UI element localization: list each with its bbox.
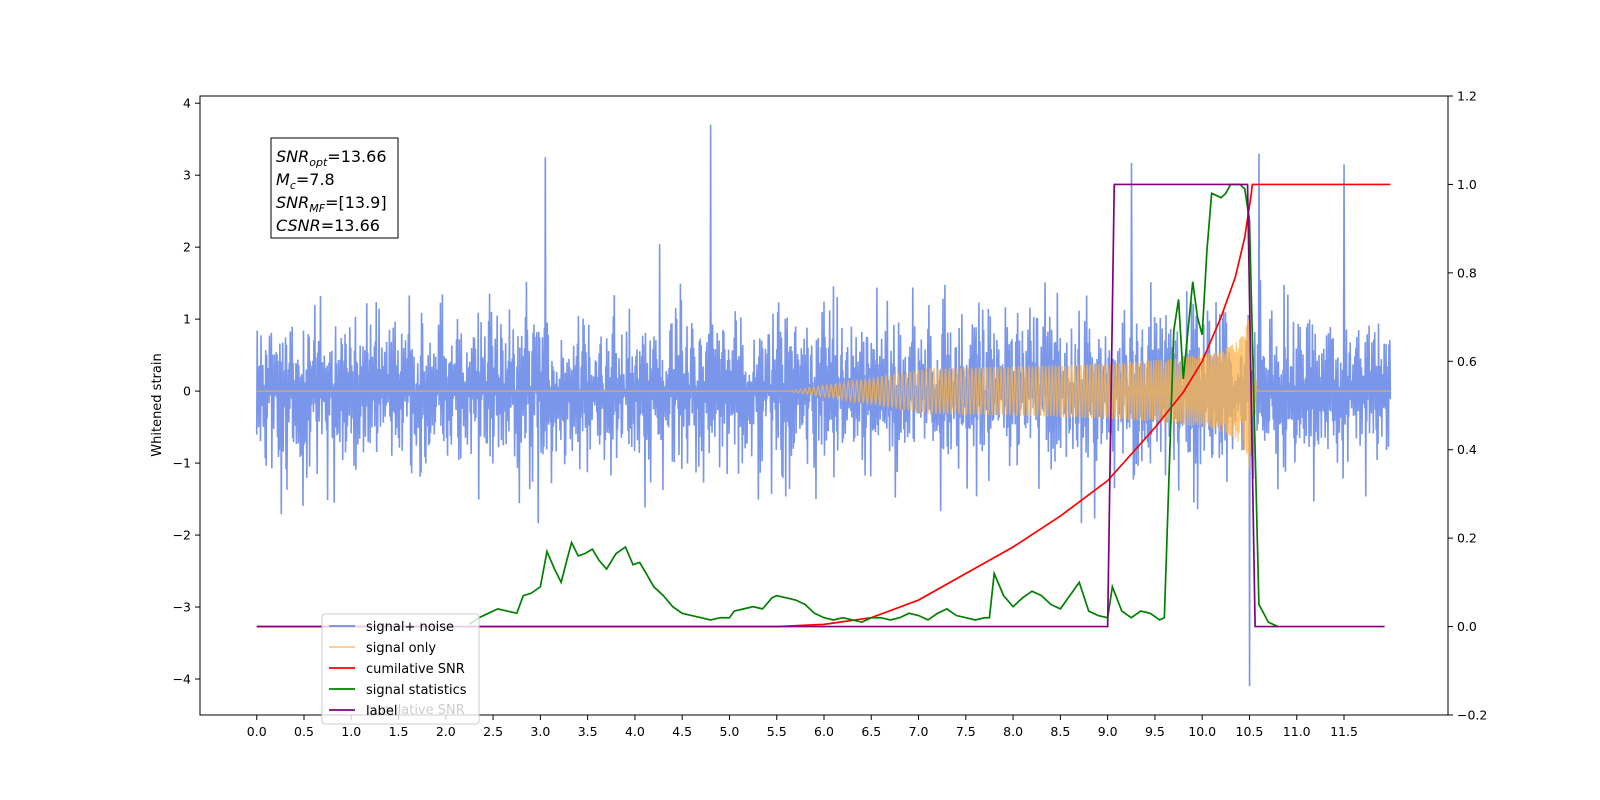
legend-label-signal-statistics: signal statistics xyxy=(366,683,467,698)
x-tick-label: 3.0 xyxy=(530,724,550,739)
legend-label-cumilative-snr: cumilative SNR xyxy=(366,662,465,677)
x-tick-label: 5.5 xyxy=(767,724,787,739)
y-tick-label: −1 xyxy=(173,456,191,471)
x-tick-label: 4.5 xyxy=(672,724,692,739)
x-tick-label: 0.0 xyxy=(247,724,267,739)
legend-label-signal-noise: signal+ noise xyxy=(366,620,454,635)
x-tick-label: 5.0 xyxy=(720,724,740,739)
y2-tick-label: 1.2 xyxy=(1457,89,1477,104)
y-tick-label: 1 xyxy=(183,312,191,327)
series-label-line xyxy=(256,183,1385,628)
y-tick-label: 4 xyxy=(183,96,191,111)
y-tick-label: −4 xyxy=(173,672,191,687)
x-tick-label: 7.5 xyxy=(956,724,976,739)
y-axis-label: Whitened strain xyxy=(150,353,165,456)
plot-data-layer xyxy=(255,124,1392,687)
annotation-line: CSNR=13.66 xyxy=(276,216,380,235)
y-axis-right-ticks: −0.2 0.0 0.2 0.4 0.6 0.8 1.0 1.2 xyxy=(1448,89,1487,723)
x-tick-label: 11.0 xyxy=(1283,724,1311,739)
y-tick-label: 2 xyxy=(183,240,191,255)
x-tick-label: 3.5 xyxy=(578,724,598,739)
x-tick-label: 10.0 xyxy=(1188,724,1216,739)
x-tick-label: 8.0 xyxy=(1003,724,1023,739)
annotation-line: SNRMF=[13.9] xyxy=(276,193,387,215)
y-tick-label: 0 xyxy=(183,384,191,399)
y2-tick-label: 0.4 xyxy=(1457,442,1477,457)
y2-tick-label: 0.0 xyxy=(1457,619,1477,634)
legend-label-signal-only: signal only xyxy=(366,641,436,656)
y-tick-label: 3 xyxy=(183,168,191,183)
x-tick-label: 8.5 xyxy=(1050,724,1070,739)
y2-tick-label: 0.2 xyxy=(1457,531,1477,546)
x-tick-label: 1.0 xyxy=(341,724,361,739)
legend-label-label: label xyxy=(366,704,397,719)
legend-frame xyxy=(321,613,480,725)
annotation-line: SNRopt=13.66 xyxy=(276,147,387,169)
y-axis-left-ticks: −4 −3 −2 −1 0 1 2 3 4 xyxy=(173,96,200,687)
y-tick-label: −2 xyxy=(173,528,191,543)
x-tick-label: 0.5 xyxy=(294,724,314,739)
x-tick-label: 2.5 xyxy=(483,724,503,739)
y2-tick-label: 1.0 xyxy=(1457,177,1477,192)
x-tick-label: 1.5 xyxy=(389,724,409,739)
y2-tick-label: 0.6 xyxy=(1457,354,1477,369)
x-tick-label: 10.5 xyxy=(1236,724,1264,739)
y-tick-label: −3 xyxy=(173,600,191,615)
x-tick-label: 7.0 xyxy=(909,724,929,739)
x-tick-label: 6.5 xyxy=(861,724,881,739)
y2-tick-label: 0.8 xyxy=(1457,265,1477,280)
annotation-frame xyxy=(270,137,399,239)
series-signal-statistics-line xyxy=(468,183,1279,628)
x-axis-ticks: 0.0 0.5 1.0 1.5 2.0 2.5 3.0 3.5 4.0 4.5 5.0 5.5 6.0 6… xyxy=(247,715,1358,739)
x-tick-label: 9.5 xyxy=(1145,724,1165,739)
x-tick-label: 11.5 xyxy=(1330,724,1358,739)
series-signal-only-line xyxy=(256,308,1391,469)
x-tick-label: 2.0 xyxy=(436,724,456,739)
series-cumilative-snr-line xyxy=(256,183,1391,628)
annotation-line: Mc=7.8 xyxy=(276,170,335,192)
x-tick-label: 6.0 xyxy=(814,724,834,739)
y2-tick-label: −0.2 xyxy=(1457,708,1487,723)
x-tick-label: 9.0 xyxy=(1098,724,1118,739)
x-tick-label: 4.0 xyxy=(625,724,645,739)
